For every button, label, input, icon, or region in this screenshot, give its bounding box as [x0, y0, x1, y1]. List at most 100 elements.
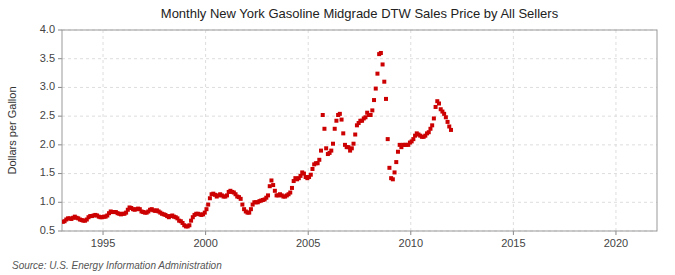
- y-tick: [58, 231, 62, 232]
- y-tick: [58, 58, 62, 59]
- y-tick-label: 1.0: [40, 195, 55, 207]
- points: [62, 51, 453, 228]
- data-point: [319, 149, 323, 153]
- data-point: [393, 170, 397, 174]
- y-grid-line: [62, 173, 657, 174]
- chart-svg: 0.51.01.52.02.53.03.54.01995200020052010…: [0, 0, 675, 275]
- x-tick: [615, 231, 616, 235]
- x-tick-label: 2005: [296, 237, 320, 249]
- y-tick-label: 2.5: [40, 109, 55, 121]
- data-point: [189, 219, 193, 223]
- data-point: [249, 207, 253, 211]
- y-grid-line: [62, 87, 657, 88]
- data-point: [340, 118, 344, 122]
- data-point: [437, 102, 441, 106]
- data-point: [374, 87, 378, 91]
- y-tick: [58, 202, 62, 203]
- x-grid-line: [410, 30, 411, 231]
- data-point: [350, 146, 354, 150]
- y-grid-line: [62, 116, 657, 117]
- data-point: [411, 137, 415, 141]
- y-tick-label: 3.5: [40, 52, 55, 64]
- data-point: [369, 113, 373, 117]
- data-point: [334, 119, 338, 123]
- x-tick: [308, 231, 309, 235]
- data-point: [449, 128, 453, 132]
- data-point: [432, 116, 436, 120]
- data-point: [310, 167, 314, 171]
- x-tick-label: 2000: [193, 237, 217, 249]
- data-point: [386, 137, 390, 141]
- data-point: [341, 131, 345, 135]
- data-point: [396, 150, 400, 154]
- data-point: [379, 51, 383, 55]
- data-point: [447, 124, 451, 128]
- data-point: [309, 173, 313, 177]
- x-tick: [205, 231, 206, 235]
- data-point: [442, 112, 446, 116]
- data-point: [266, 193, 270, 197]
- data-point: [208, 196, 212, 200]
- grid: [62, 30, 657, 231]
- data-point: [247, 211, 251, 215]
- y-grid-line: [62, 202, 657, 203]
- data-point: [381, 62, 385, 66]
- data-point: [387, 166, 391, 170]
- y-tick: [58, 173, 62, 174]
- x-tick-label: 2010: [399, 237, 423, 249]
- data-point: [299, 174, 303, 178]
- y-tick-label: 0.5: [40, 224, 55, 236]
- y-axis-title: Dollars per Gallon: [6, 86, 18, 174]
- x-tick: [513, 231, 514, 235]
- data-point: [353, 133, 357, 137]
- data-point: [268, 184, 272, 188]
- data-point: [427, 130, 431, 134]
- data-point: [271, 183, 275, 187]
- data-point: [430, 123, 434, 127]
- data-point: [384, 97, 388, 101]
- x-tick-label: 2015: [501, 237, 525, 249]
- y-tick: [58, 87, 62, 88]
- x-grid-line: [103, 30, 104, 231]
- data-point: [391, 177, 395, 181]
- data-point: [331, 142, 335, 146]
- chart-title: Monthly New York Gasoline Midgrade DTW S…: [161, 6, 559, 21]
- data-point: [375, 72, 379, 76]
- y-grid-line: [62, 144, 657, 145]
- data-point: [240, 203, 244, 207]
- x-grid-line: [615, 30, 616, 231]
- data-point: [204, 207, 208, 211]
- data-point: [239, 197, 243, 201]
- y-tick: [58, 144, 62, 145]
- data-point: [288, 191, 292, 195]
- data-point: [372, 98, 376, 102]
- x-tick-label: 1995: [91, 237, 115, 249]
- data-point: [316, 161, 320, 165]
- data-point: [370, 108, 374, 112]
- data-point: [324, 146, 328, 150]
- data-point: [346, 145, 350, 149]
- data-point: [322, 127, 326, 131]
- chart-container: 0.51.01.52.02.53.03.54.01995200020052010…: [0, 0, 675, 275]
- y-tick-label: 1.5: [40, 166, 55, 178]
- data-point: [333, 127, 337, 131]
- x-tick: [410, 231, 411, 235]
- data-point: [187, 223, 191, 227]
- data-point: [321, 113, 325, 117]
- x-grid-line: [308, 30, 309, 231]
- x-grid-line: [513, 30, 514, 231]
- source-note: Source: U.S. Energy Information Administ…: [12, 260, 222, 271]
- data-point: [206, 203, 210, 207]
- data-point: [394, 160, 398, 164]
- data-point: [273, 189, 277, 193]
- y-tick: [58, 116, 62, 117]
- data-point: [329, 149, 333, 153]
- y-grid-line: [62, 58, 657, 59]
- data-point: [382, 80, 386, 84]
- data-point: [338, 112, 342, 116]
- data-point: [363, 115, 367, 119]
- data-point: [290, 186, 294, 190]
- data-point: [446, 120, 450, 124]
- y-tick: [58, 30, 62, 31]
- x-grid-line: [205, 30, 206, 231]
